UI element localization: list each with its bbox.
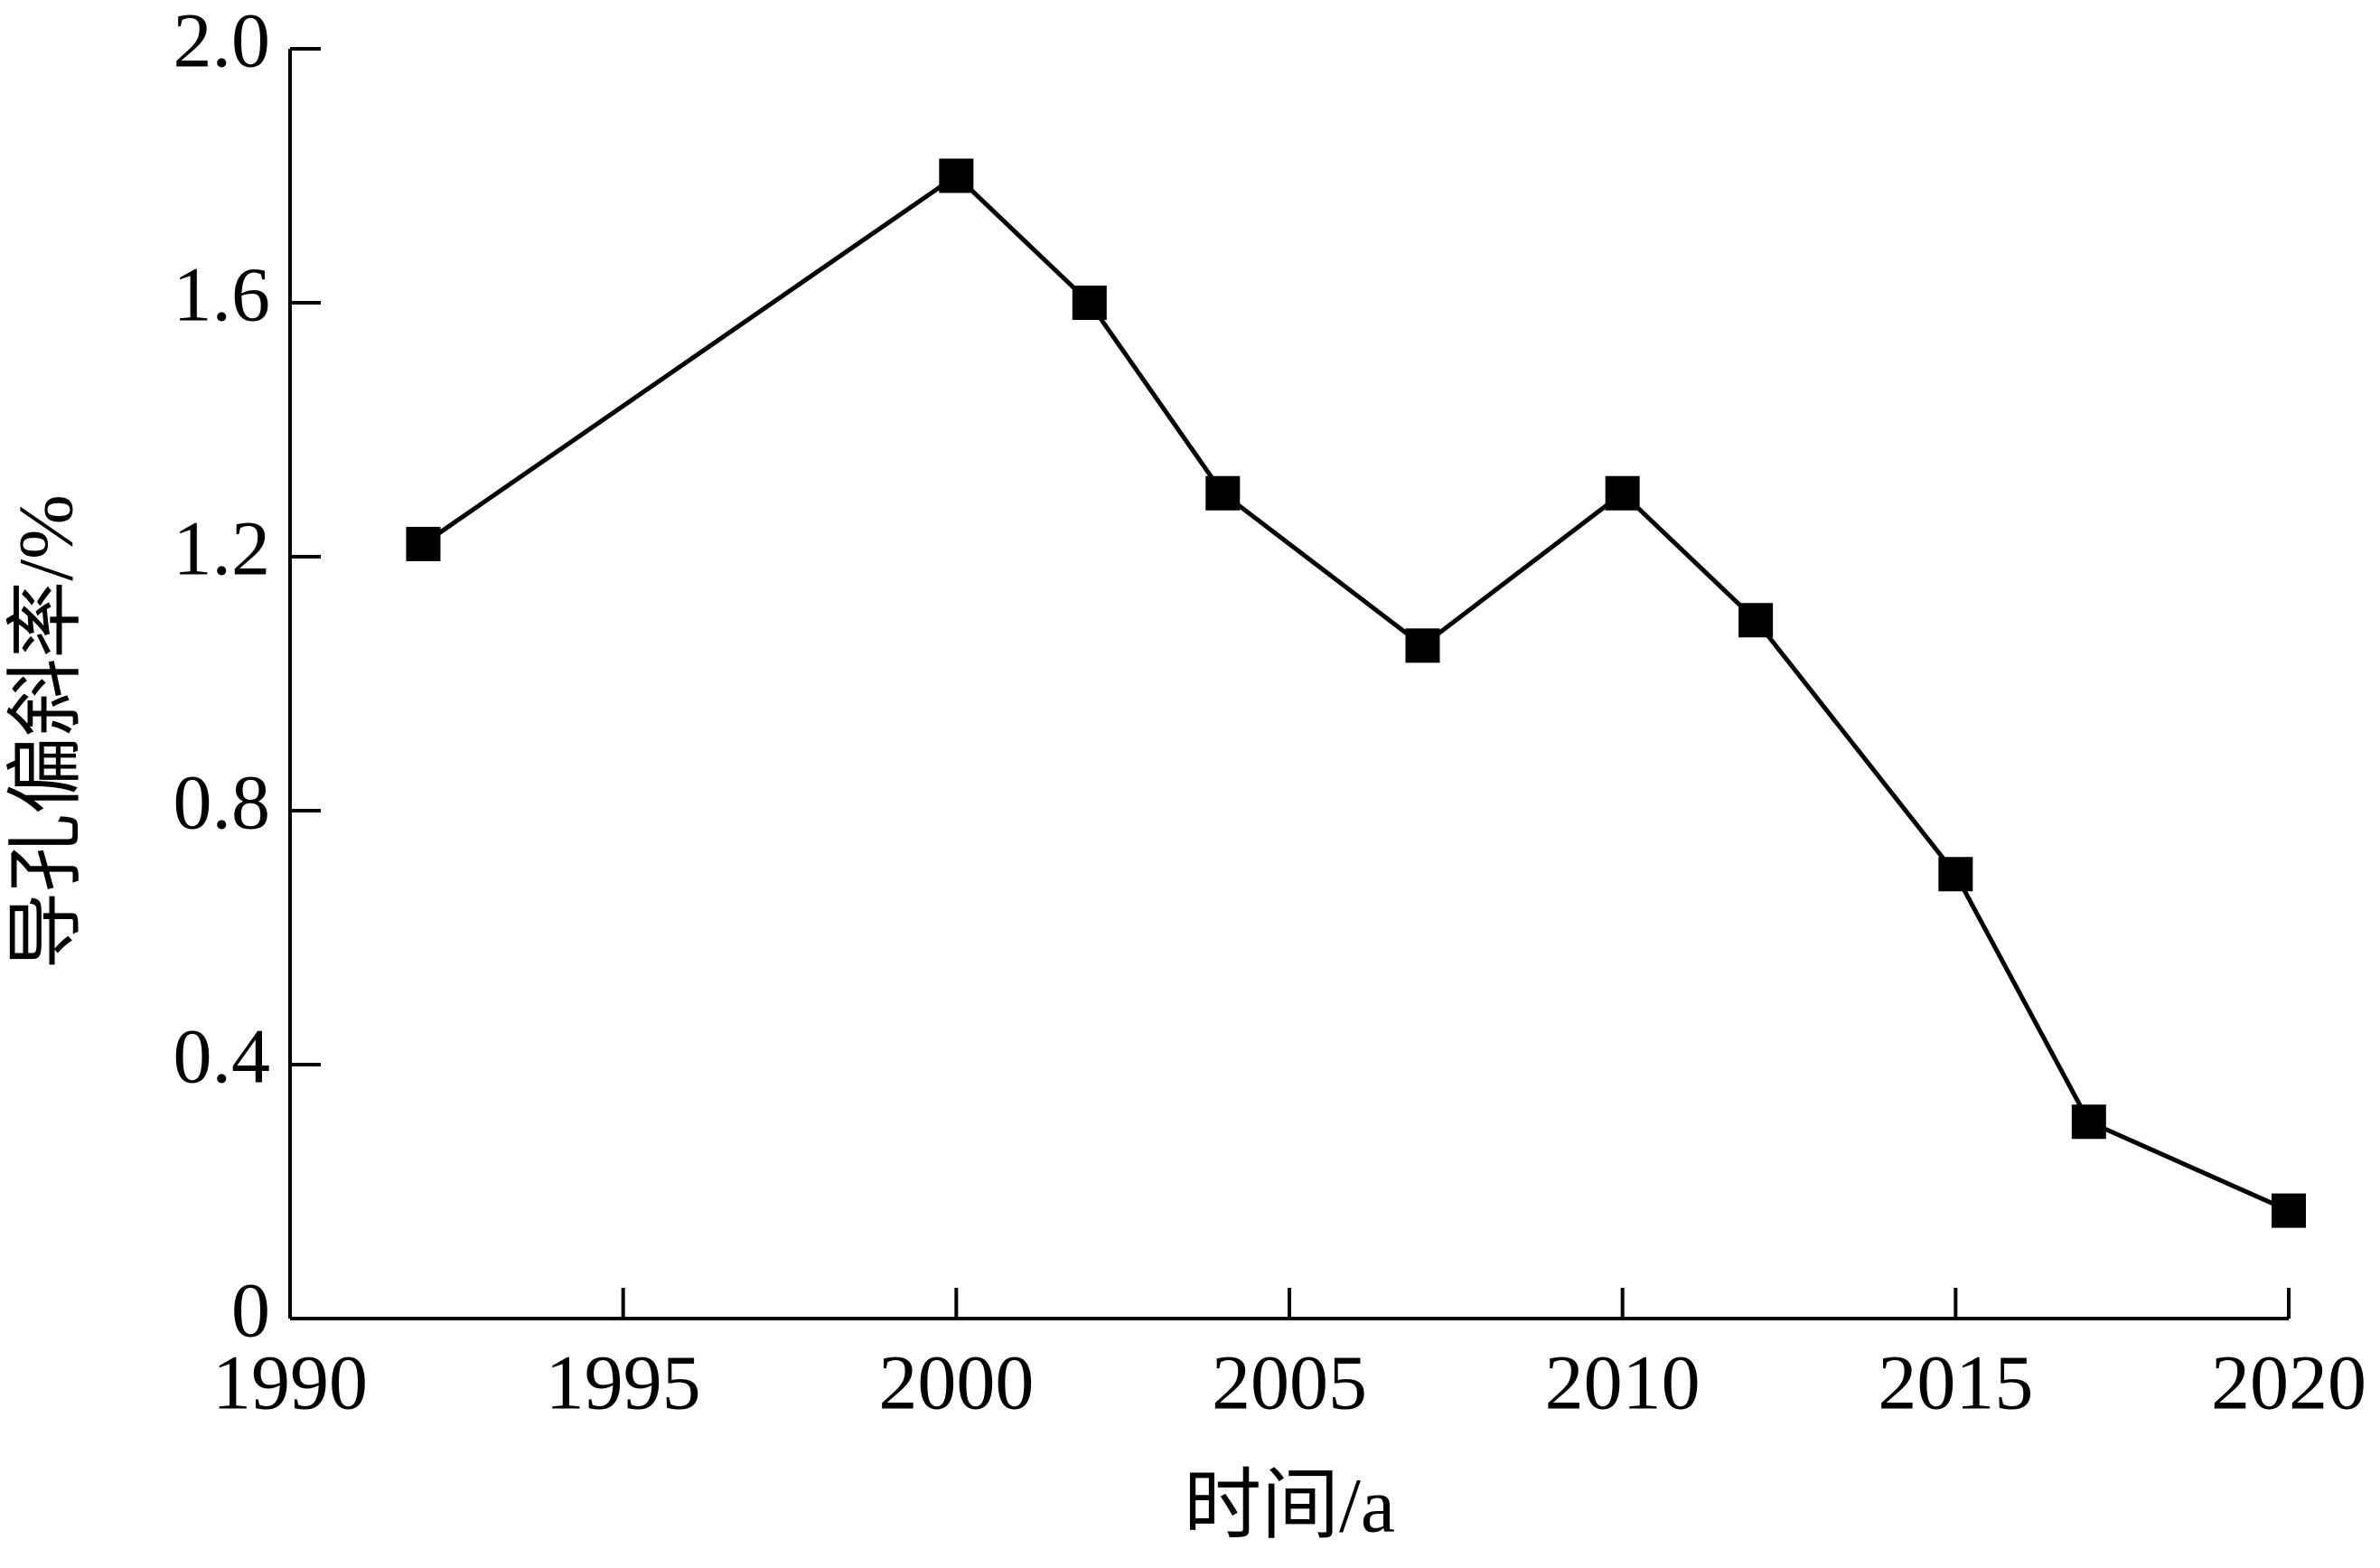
x-axis-title: 时间/a [1184, 1462, 1395, 1549]
y-tick-label: 0.8 [173, 759, 271, 846]
y-tick-label: 1.6 [173, 251, 271, 338]
marker [1738, 603, 1774, 638]
x-tick-label: 2005 [1212, 1339, 1367, 1426]
marker [1405, 628, 1440, 663]
marker [2071, 1104, 2106, 1140]
marker [1072, 286, 1107, 320]
line [422, 173, 2291, 1213]
y-axis-title: 导孔偏斜率/% [3, 494, 89, 970]
x-tick-label: 1995 [546, 1339, 701, 1426]
marker [1605, 475, 1640, 511]
marker [2272, 1193, 2306, 1228]
x-tick-label: 1990 [212, 1339, 368, 1426]
y-tick-label: 2.0 [173, 0, 271, 84]
marker [1205, 475, 1241, 511]
x-tick-label: 2020 [2211, 1339, 2366, 1426]
marker [939, 158, 974, 193]
x-tick-label: 2000 [878, 1339, 1034, 1426]
x-tick-label: 2010 [1545, 1339, 1701, 1426]
y-tick-label: 0.4 [173, 1013, 271, 1100]
y-tick-label: 0 [231, 1267, 270, 1354]
y-tick-label: 1.2 [173, 505, 271, 592]
marker [406, 526, 441, 561]
x-tick-label: 2015 [1878, 1339, 2033, 1426]
marker [1938, 857, 1973, 892]
